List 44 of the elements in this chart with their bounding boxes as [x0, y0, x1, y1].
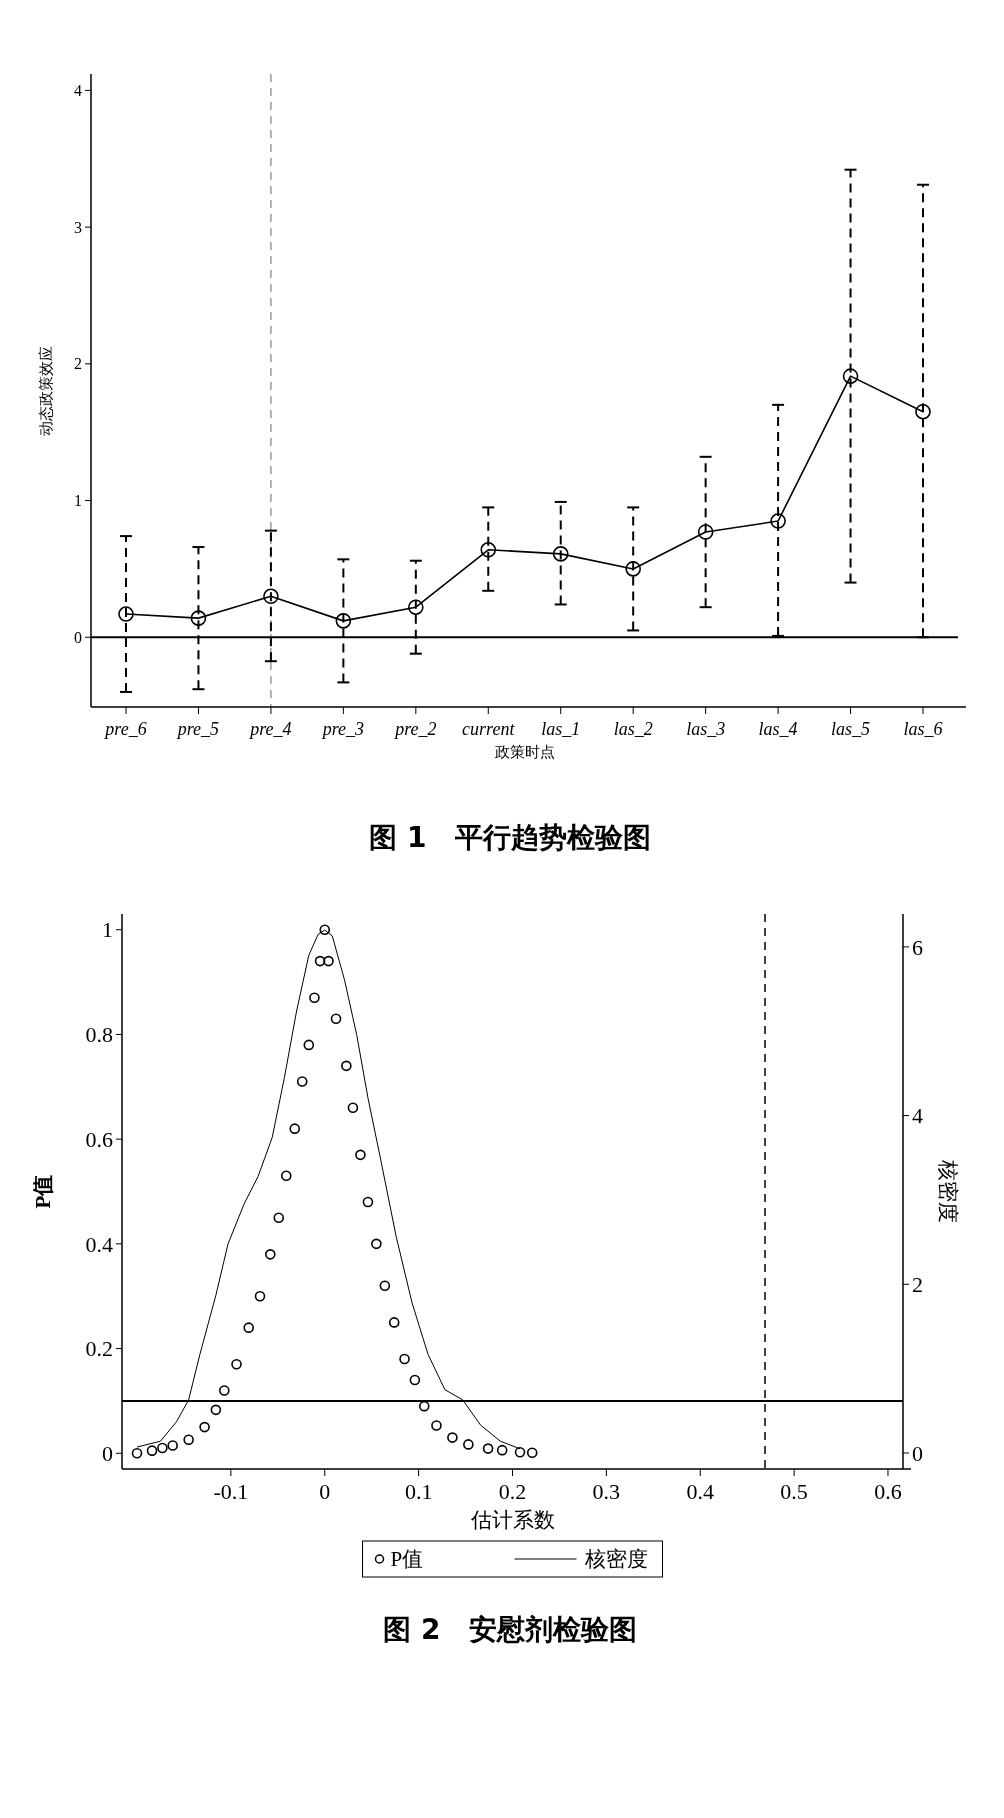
x-tick-label: 0.6 — [874, 1479, 902, 1504]
legend-label: 核密度 — [583, 1547, 648, 1572]
x-tick-label: 0.3 — [592, 1479, 621, 1504]
y-tick-label: 0.2 — [85, 1336, 113, 1362]
y2-tick-label: 4 — [912, 1103, 923, 1129]
y-tick-label: 1 — [74, 492, 82, 510]
text: 图 2 安慰剂检验图 — [383, 1613, 637, 1646]
x-tick-label: las_2 — [613, 719, 653, 739]
y-tick-label: 2 — [74, 355, 82, 373]
y-tick-label: 0.4 — [85, 1231, 113, 1257]
text: 图 1 平行趋势检验图 — [369, 821, 651, 854]
legend-label: P值 — [390, 1547, 424, 1572]
x-axis-title: 估计系数 — [469, 1508, 555, 1532]
y-axis-title: P值 — [31, 1174, 55, 1209]
x-axis-title: 政策时点 — [494, 744, 555, 760]
x-tick-label: pre_5 — [175, 719, 220, 739]
y2-tick-label: 6 — [912, 934, 923, 960]
x-tick-label: 0.5 — [780, 1479, 808, 1504]
y2-axis-title: 核密度 — [936, 1159, 960, 1223]
x-tick-label: las_3 — [686, 719, 726, 739]
y-tick-label: 0 — [74, 628, 82, 646]
x-tick-label: las_1 — [541, 719, 581, 739]
y2-tick-label: 0 — [912, 1440, 923, 1466]
x-tick-label: las_6 — [903, 719, 943, 739]
y-tick-label: 0.8 — [85, 1022, 113, 1048]
x-tick-label: 0.4 — [686, 1479, 714, 1504]
x-tick-label: 0.1 — [404, 1479, 433, 1504]
x-tick-label: pre_6 — [103, 719, 147, 739]
x-tick-label: las_5 — [831, 719, 871, 739]
y-tick-label: 0.6 — [85, 1126, 113, 1152]
x-tick-label: 0.2 — [498, 1479, 527, 1504]
y-tick-label: 0 — [102, 1440, 113, 1466]
x-tick-label: current — [462, 719, 516, 739]
x-tick-label: pre_2 — [393, 719, 437, 739]
x-tick-label: -0.1 — [213, 1479, 249, 1504]
x-tick-label: pre_4 — [248, 719, 292, 739]
x-tick-label: 0 — [319, 1479, 331, 1504]
y-axis-title: 动态政策效应 — [38, 345, 54, 436]
y2-tick-label: 2 — [912, 1271, 923, 1297]
y-tick-label: 1 — [102, 917, 113, 943]
y-tick-label: 4 — [74, 82, 82, 100]
x-tick-label: las_4 — [758, 719, 798, 739]
x-tick-label: pre_3 — [320, 719, 365, 739]
y-tick-label: 3 — [74, 218, 82, 236]
